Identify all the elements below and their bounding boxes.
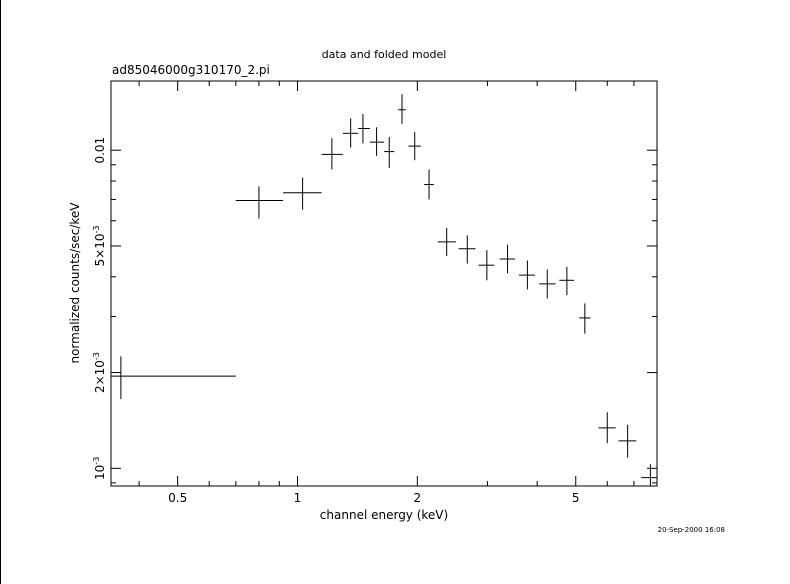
data-point bbox=[437, 227, 456, 256]
y-tick-label: 2×10-3 bbox=[92, 352, 107, 393]
data-point bbox=[358, 113, 370, 144]
y-tick-mantissa: 10 bbox=[93, 465, 107, 480]
timestamp: 20-Sep-2000 16:08 bbox=[658, 526, 725, 534]
data-point bbox=[499, 244, 516, 274]
data-point bbox=[518, 260, 535, 290]
data-point bbox=[408, 132, 421, 161]
data-point bbox=[458, 235, 476, 264]
y-tick-exponent: -3 bbox=[92, 457, 101, 465]
plot-frame bbox=[110, 80, 658, 487]
data-point bbox=[342, 118, 359, 148]
x-tick-label: 1 bbox=[294, 491, 302, 505]
data-point bbox=[598, 412, 616, 444]
y-tick-label: 0.01 bbox=[93, 137, 107, 164]
data-point bbox=[398, 94, 406, 124]
chart-subtitle: ad85046000g310170_2.pi bbox=[112, 63, 270, 77]
y-tick-exponent: -3 bbox=[92, 225, 101, 233]
data-point bbox=[369, 127, 385, 156]
data-points bbox=[111, 94, 657, 486]
y-axis-label: normalized counts/sec/keV bbox=[68, 202, 82, 364]
data-point bbox=[321, 138, 343, 170]
data-point bbox=[424, 169, 434, 200]
data-point bbox=[579, 303, 591, 334]
x-axis-ticks bbox=[138, 81, 658, 486]
data-point bbox=[641, 464, 657, 486]
x-axis-label: channel energy (keV) bbox=[320, 508, 448, 522]
data-point bbox=[478, 250, 495, 281]
y-tick-mantissa: 5×10 bbox=[93, 233, 107, 266]
x-tick-label: 2 bbox=[414, 491, 422, 505]
y-tick-mantissa: 0.01 bbox=[93, 137, 107, 164]
x-tick-label: 5 bbox=[572, 491, 580, 505]
data-point bbox=[539, 269, 556, 299]
y-tick-mantissa: 2×10 bbox=[93, 360, 107, 393]
chart-title: data and folded model bbox=[322, 48, 447, 61]
y-tick-label: 5×10-3 bbox=[92, 225, 107, 266]
y-axis-ticks bbox=[111, 149, 657, 484]
y-axis-tick-labels: 10-32×10-35×10-30.01 bbox=[92, 137, 107, 480]
data-point bbox=[283, 177, 322, 210]
data-point bbox=[618, 424, 637, 458]
x-axis-tick-labels: 0.5 1 2 5 bbox=[168, 491, 579, 505]
data-point bbox=[384, 137, 395, 168]
data-point bbox=[559, 266, 575, 296]
y-tick-exponent: -3 bbox=[92, 352, 101, 360]
data-point bbox=[235, 186, 284, 219]
x-tick-label: 0.5 bbox=[168, 491, 187, 505]
y-tick-label: 10-3 bbox=[92, 457, 107, 480]
data-point bbox=[111, 356, 236, 400]
